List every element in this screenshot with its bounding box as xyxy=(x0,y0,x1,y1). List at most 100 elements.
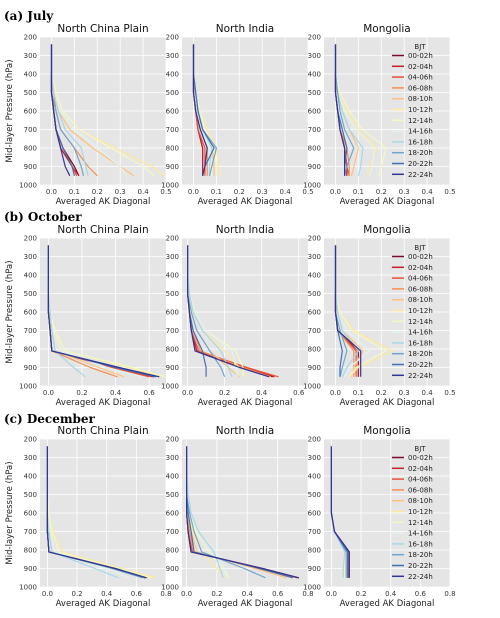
y-tick-label: 800 xyxy=(24,547,37,555)
y-tick-label: 200 xyxy=(308,235,321,243)
y-tick-label: 300 xyxy=(308,454,321,462)
x-tick-label: 0.0 xyxy=(188,188,199,196)
x-tick-label: 0.1 xyxy=(353,188,364,196)
y-tick-label: 800 xyxy=(308,145,321,153)
y-tick-label: 700 xyxy=(24,126,37,134)
subplot: North China Plain 200 300 400 500 600 700 800 90… xyxy=(19,425,171,609)
legend-item-label: 22-24h xyxy=(408,573,433,581)
y-tick-label: 300 xyxy=(24,52,37,60)
x-tick-label: 0.3 xyxy=(257,188,268,196)
y-tick-label: 400 xyxy=(308,473,321,481)
legend-item-label: 08-10h xyxy=(408,95,433,103)
y-tick-label: 500 xyxy=(24,89,37,97)
y-tick-label: 200 xyxy=(24,436,37,444)
legend-item-label: 04-06h xyxy=(408,476,433,484)
legend-item-label: 14-16h xyxy=(408,329,433,337)
y-tick-label: 900 xyxy=(166,364,179,372)
y-tick-label: 300 xyxy=(24,253,37,261)
legend-item-label: 10-12h xyxy=(408,106,433,114)
y-tick-label: 900 xyxy=(24,163,37,171)
y-tick-label: 500 xyxy=(308,89,321,97)
x-tick-label: 0.4 xyxy=(256,389,268,397)
legend-item-label: 16-18h xyxy=(408,138,433,146)
series-line-22-24h xyxy=(46,446,147,579)
y-tick-label: 200 xyxy=(308,34,321,42)
y-tick-label: 400 xyxy=(24,71,37,79)
subplot: Mongolia 200 300 400 500 600 700 800 900 1000 0.0 0… xyxy=(303,23,455,207)
y-tick-label: 700 xyxy=(308,528,321,536)
y-tick-label: 900 xyxy=(166,565,179,573)
y-tick-label: 800 xyxy=(308,346,321,354)
y-tick-label: 900 xyxy=(308,565,321,573)
subplot-title: North India xyxy=(216,425,274,437)
x-tick-label: 0.4 xyxy=(101,590,113,598)
subplot: North China Plain 200 300 400 500 600 700 800 90… xyxy=(19,224,167,408)
subplot: North India20030040050060070080090010000… xyxy=(161,425,313,609)
x-axis-label: Averaged AK Diagonal xyxy=(198,599,293,609)
x-tick-label: 0.3 xyxy=(399,389,410,397)
series-line-22-24h xyxy=(47,245,160,378)
x-tick-label: 0.8 xyxy=(302,590,313,598)
x-tick-label: 0.2 xyxy=(211,590,222,598)
y-tick-label: 500 xyxy=(24,491,37,499)
legend-item-label: 04-06h xyxy=(408,275,433,283)
y-tick-label: 200 xyxy=(24,235,37,243)
y-tick-label: 1000 xyxy=(161,584,179,592)
legend-item-label: 12-14h xyxy=(408,318,433,326)
x-tick-label: 0.0 xyxy=(43,389,54,397)
legend-item-label: 08-10h xyxy=(408,296,433,304)
x-tick-label: 0.3 xyxy=(115,188,126,196)
y-tick-label: 600 xyxy=(166,108,179,116)
y-tick-label: 600 xyxy=(24,108,37,116)
legend-item-label: 12-14h xyxy=(408,519,433,527)
y-tick-label: 300 xyxy=(166,454,179,462)
x-tick-label: 0.3 xyxy=(399,188,410,196)
legend-item-label: 08-10h xyxy=(408,497,433,505)
x-axis-label: Averaged AK Diagonal xyxy=(56,197,151,207)
y-tick-label: 400 xyxy=(308,71,321,79)
subplot: North India20030040050060070080090010000… xyxy=(161,224,308,408)
legend-item-label: 06-08h xyxy=(408,285,433,293)
series-line-22-24h xyxy=(330,446,350,578)
y-tick-label: 700 xyxy=(166,126,179,134)
y-tick-label: 1000 xyxy=(303,182,321,190)
x-tick-label: 0.2 xyxy=(355,590,366,598)
x-tick-label: 0.4 xyxy=(422,389,434,397)
y-tick-label: 900 xyxy=(24,565,37,573)
y-tick-label: 200 xyxy=(166,436,179,444)
y-tick-label: 1000 xyxy=(303,383,321,391)
y-axis-label: Mid-layer Pressure (hPa) xyxy=(5,59,15,162)
subplot-title: North India xyxy=(216,23,274,35)
subplot-title: North China Plain xyxy=(57,425,148,437)
legend-title: BJT xyxy=(414,244,426,252)
x-tick-label: 0.2 xyxy=(234,188,245,196)
x-tick-label: 0.1 xyxy=(353,389,364,397)
y-tick-label: 900 xyxy=(24,364,37,372)
panel-label: (c) December xyxy=(4,412,96,426)
y-tick-label: 800 xyxy=(308,547,321,555)
legend-item-label: 00-02h xyxy=(408,52,433,60)
x-tick-label: 0.4 xyxy=(110,389,122,397)
x-axis-label: Averaged AK Diagonal xyxy=(56,398,151,408)
x-tick-label: 0.2 xyxy=(71,590,82,598)
x-axis-label: Averaged AK Diagonal xyxy=(56,599,151,609)
y-tick-label: 300 xyxy=(308,253,321,261)
subplot-title: North China Plain xyxy=(57,23,148,35)
x-axis-label: Averaged AK Diagonal xyxy=(340,398,435,408)
legend-item-label: 20-22h xyxy=(408,562,433,570)
y-tick-label: 900 xyxy=(166,163,179,171)
subplot: North India20030040050060070080090010000… xyxy=(161,23,313,207)
x-tick-label: 0.0 xyxy=(326,590,337,598)
y-tick-label: 300 xyxy=(166,253,179,261)
legend-item-label: 22-24h xyxy=(408,372,433,380)
subplot: Mongolia 200 300 400 500 600 700 800 900 1000 0.0 0… xyxy=(303,425,455,609)
legend-item-label: 20-22h xyxy=(408,361,433,369)
y-tick-label: 700 xyxy=(308,126,321,134)
x-tick-label: 0.8 xyxy=(444,590,455,598)
x-tick-label: 0.0 xyxy=(330,188,341,196)
subplot: North China Plain 200 300 400 500 600 700 800 90… xyxy=(19,23,171,207)
legend-item-label: 18-20h xyxy=(408,350,433,358)
x-tick-label: 0.0 xyxy=(181,590,192,598)
